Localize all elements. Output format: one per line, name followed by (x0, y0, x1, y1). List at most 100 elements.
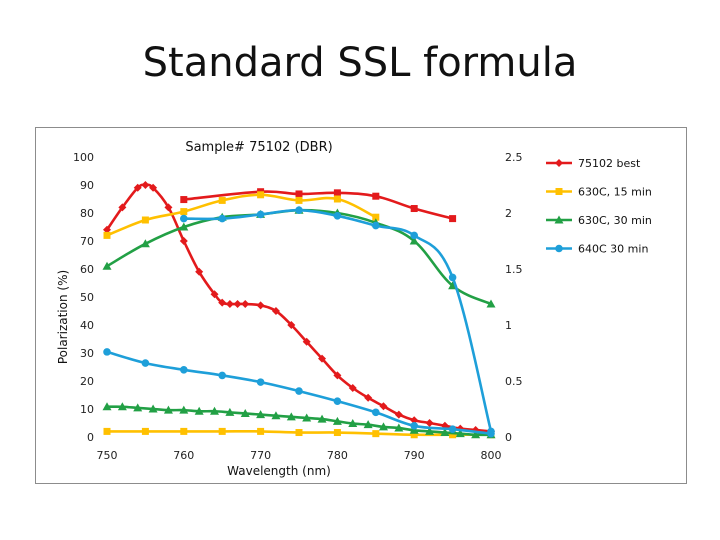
x-tick-label: 780 (327, 449, 348, 462)
data-point (180, 366, 188, 374)
data-point (364, 393, 373, 402)
data-point (317, 414, 327, 423)
y2-tick-label: 1.5 (505, 263, 523, 276)
data-point (164, 203, 173, 212)
data-point (257, 191, 265, 199)
legend-label: 630C, 30 min (578, 214, 652, 227)
y-tick-label: 70 (80, 235, 94, 248)
data-point (409, 236, 419, 245)
chart-title: Sample# 75102 (DBR) (185, 140, 332, 155)
data-point (141, 359, 150, 367)
data-point (318, 354, 327, 363)
data-point (180, 214, 188, 223)
y-tick-label: 0 (87, 431, 94, 444)
data-point (141, 216, 149, 224)
data-point (333, 397, 342, 405)
y-tick-label: 90 (80, 179, 94, 192)
y-tick-label: 100 (73, 151, 94, 164)
data-point (287, 321, 296, 329)
x-axis-label: Wavelength (nm) (227, 464, 331, 478)
data-point (179, 405, 189, 414)
data-point (378, 422, 388, 431)
data-point (117, 402, 127, 411)
data-point (302, 337, 311, 346)
data-point (410, 422, 419, 430)
data-point (103, 225, 111, 234)
data-point (348, 384, 357, 392)
data-point (210, 406, 220, 415)
data-point (218, 371, 226, 380)
data-point (103, 427, 111, 435)
data-point (256, 378, 265, 386)
data-point (241, 300, 250, 308)
data-point (425, 419, 434, 427)
data-point (141, 427, 149, 435)
y2-tick-label: 1 (505, 319, 512, 332)
data-point (486, 299, 496, 308)
data-point (302, 413, 312, 422)
data-point (140, 239, 150, 248)
data-point (394, 410, 403, 419)
x-tick-label: 790 (404, 449, 425, 462)
data-point (379, 402, 388, 411)
data-point (133, 183, 142, 192)
data-point (295, 196, 303, 204)
legend-label: 630C, 15 min (578, 186, 652, 199)
data-point (256, 210, 265, 219)
y-tick-label: 80 (80, 207, 94, 220)
data-point (440, 428, 450, 437)
data-point (348, 419, 358, 428)
data-point (195, 267, 204, 276)
data-point (295, 387, 303, 395)
data-point (225, 407, 235, 416)
y2-tick-label: 2.5 (505, 151, 523, 164)
data-point (448, 273, 457, 282)
data-point (271, 411, 281, 420)
data-point (179, 237, 188, 245)
x-tick-label: 800 (481, 449, 502, 462)
legend-marker (555, 244, 563, 253)
data-point (394, 423, 404, 432)
data-point (455, 429, 465, 438)
data-point (180, 427, 188, 435)
polarization-chart: Sample# 75102 (DBR)010203040506070809010… (56, 140, 652, 478)
data-point (332, 416, 342, 425)
data-point (210, 290, 219, 299)
data-point (409, 425, 419, 434)
data-point (449, 431, 457, 439)
legend-label: 640C 30 min (578, 243, 648, 256)
data-point (271, 307, 280, 315)
data-point (410, 205, 418, 213)
data-point (372, 213, 380, 221)
legend-marker (555, 159, 563, 167)
data-point (487, 429, 495, 438)
data-point (225, 300, 234, 308)
y-tick-label: 30 (80, 347, 94, 360)
y-tick-label: 10 (80, 403, 94, 416)
data-point (449, 215, 457, 223)
slide-title: Standard SSL formula (142, 40, 578, 86)
y-tick-label: 50 (80, 291, 94, 304)
data-point (333, 429, 341, 437)
data-point (163, 405, 173, 414)
data-point (218, 298, 227, 307)
data-point (218, 427, 226, 435)
data-point (471, 430, 481, 439)
data-point (333, 195, 341, 203)
x-tick-label: 750 (97, 449, 118, 462)
data-point (133, 403, 143, 412)
data-point (179, 222, 189, 231)
x-tick-label: 760 (173, 449, 194, 462)
data-point (410, 231, 419, 240)
data-point (233, 300, 242, 308)
chart-frame: Sample# 75102 (DBR) 0 10 20 30 40 50 60 70 80 90 10… (35, 127, 687, 484)
y-axis-label: Polarization (%) (56, 270, 70, 364)
x-tick-label: 770 (250, 449, 271, 462)
data-point (102, 402, 112, 411)
data-point (240, 408, 250, 417)
data-point (103, 231, 111, 239)
series-line-4 (106, 208, 492, 306)
data-point (425, 426, 435, 435)
data-point (295, 429, 303, 437)
y2-tick-label: 2 (505, 207, 512, 220)
